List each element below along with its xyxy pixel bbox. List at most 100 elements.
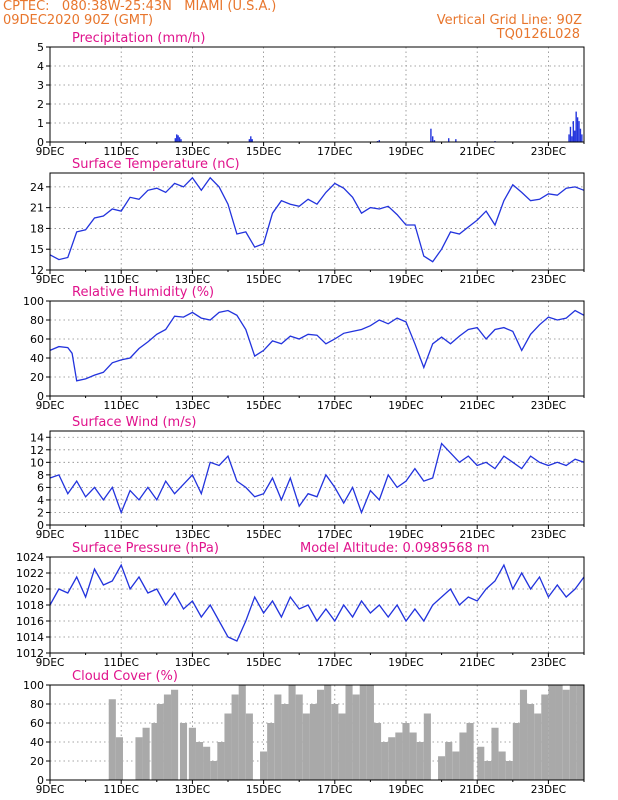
cloud-cover-bar [512,723,520,780]
cloud-cover-bar [534,713,542,780]
grid-line-note: Vertical Grid Line: 90Z [436,13,582,28]
precipitation-ytick-label: 1 [37,117,44,130]
precipitation-bar [576,117,579,142]
humidity-xtick-label: 23DEC [531,400,566,412]
cloud-cover-bar [576,685,584,780]
cloud-cover-xtick-label: 9DEC [36,784,65,796]
pressure-ytick-label: 1022 [16,567,44,580]
precipitation-xtick-label: 21DEC [459,146,494,158]
cloud-cover-bar [395,732,403,780]
precipitation-bar [581,134,583,142]
cloud-cover-bar [373,723,382,780]
cloud-cover-bar [505,761,513,780]
precipitation-bar [568,134,570,142]
humidity-xtick-label: 15DEC [246,400,281,412]
cloud-cover-bar [438,756,446,780]
wind-title: Surface Wind (m/s) [72,415,196,430]
wind-xtick-label: 11DEC [103,529,138,541]
precipitation-bar [569,126,572,142]
humidity-ytick-label: 40 [30,352,44,365]
wind-xtick-label: 17DEC [317,529,352,541]
humidity-xtick-label: 11DEC [103,400,138,412]
wind-xtick-label: 13DEC [175,529,210,541]
precipitation-xtick-label: 9DEC [36,146,65,158]
temperature-ytick-label: 18 [30,222,44,235]
cloud-cover-ytick-label: 20 [30,755,44,768]
cloud-cover-xtick-label: 23DEC [531,784,566,796]
humidity-title: Relative Humidity (%) [72,285,214,300]
precipitation-title: Precipitation (mm/h) [72,31,205,46]
precipitation-panel: 0 1 2 3 4 5 9DEC 11DEC 13DEC 15DEC 17DEC 19DEC 21DEC… [36,31,585,158]
wind-ytick-label: 4 [37,494,44,507]
pressure-line [49,563,585,642]
temperature-xtick-label: 19DEC [388,274,423,286]
cloud-cover-bar [163,694,172,780]
wind-line [49,442,585,515]
cloud-cover-bar [484,761,492,780]
cloud-cover-xtick-label: 19DEC [388,784,423,796]
run-date: 09DEC2020 90Z (GMT) [3,13,154,28]
cloud-cover-xtick-label: 13DEC [175,784,210,796]
temperature-line [49,176,585,263]
precipitation-xtick-label: 15DEC [246,146,281,158]
humidity-ytick-label: 0 [37,390,44,403]
pressure-title: Surface Pressure (hPa) [72,541,219,556]
wind-ytick-label: 0 [37,519,44,532]
humidity-panel: 0 20 40 60 80 100 9DEC 11DEC 13DEC 15DEC 17DEC 19DE… [23,285,585,412]
chart-header: CPTEC: 080:38W-25:43N MIAMI (U.S.A.) 09D… [0,0,618,46]
temperature-frame [49,172,585,271]
cloud-cover-bar [402,723,410,780]
humidity-xtick-label: 9DEC [36,400,65,412]
pressure-xtick-label: 11DEC [103,657,138,669]
model-id: TQ0126L028 [496,27,580,42]
precipitation-frame [49,46,585,143]
cloud-cover-bar [302,713,310,780]
cloud-cover-bar [231,694,239,780]
cloud-cover-bar [142,727,150,780]
cloud-cover-bar [466,723,474,780]
cloud-cover-ytick-label: 0 [37,774,44,787]
cloud-cover-bar [416,742,424,780]
wind-ytick-label: 8 [37,469,44,482]
cloud-cover-bar [527,704,535,780]
station-title: CPTEC: 080:38W-25:43N MIAMI (U.S.A.) [3,0,277,14]
cloud-cover-bar [260,751,268,780]
humidity-xtick-label: 13DEC [175,400,210,412]
cloud-cover-bar [409,732,417,780]
precipitation-ytick-label: 5 [37,41,44,54]
precipitation-xtick-label: 23DEC [531,146,566,158]
pressure-ytick-label: 1014 [16,631,44,644]
wind-xtick-label: 21DEC [459,529,494,541]
precipitation-bar [433,140,436,142]
cloud-cover-ytick-label: 100 [23,679,44,692]
precipitation-bar [575,111,577,142]
pressure-ytick-label: 1020 [16,583,44,596]
wind-ytick-label: 6 [37,481,44,494]
pressure-xtick-label: 21DEC [459,657,494,669]
precipitation-bar [378,140,380,142]
wind-xtick-label: 19DEC [388,529,423,541]
precipitation-bar [180,139,182,142]
precipitation-bar [432,136,434,142]
precipitation-bar [178,137,181,142]
cloud-cover-bar [381,742,389,780]
precipitation-ytick-label: 3 [37,79,44,92]
temperature-ytick-label: 12 [30,264,44,277]
precipitation-ytick-label: 2 [37,98,44,111]
precipitation-ytick-label: 4 [37,60,44,73]
temperature-xtick-label: 13DEC [175,274,210,286]
cloud-cover-bar [459,732,467,780]
temperature-title: Surface Temperature (nC) [72,157,240,172]
cloud-cover-bar [274,694,282,780]
cloud-cover-title: Cloud Cover (%) [72,669,178,684]
cloud-cover-bar [317,689,325,780]
wind-ytick-label: 2 [37,506,44,519]
cloud-cover-bar [210,761,218,780]
cloud-cover-bar [203,746,211,780]
cloud-cover-xtick-label: 17DEC [317,784,352,796]
humidity-xtick-label: 17DEC [317,400,352,412]
precipitation-bar [571,136,573,142]
precipitation-bar [455,139,457,142]
cloud-cover-bar [569,685,577,780]
